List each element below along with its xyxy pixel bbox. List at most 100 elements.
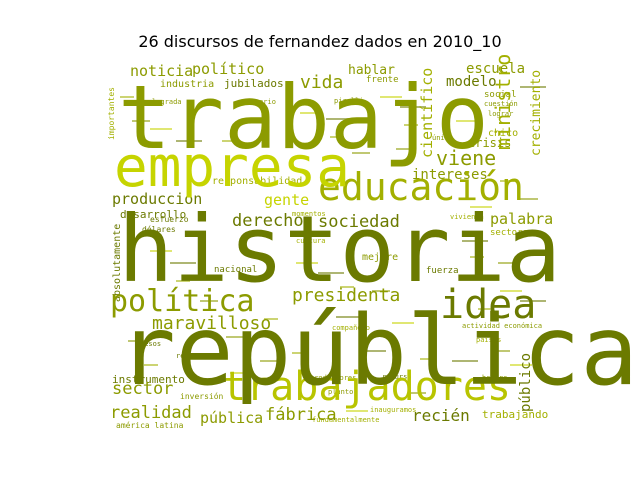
filler-word-mark [520, 300, 546, 302]
word-noticia: noticia [130, 62, 193, 80]
filler-word-mark [176, 140, 202, 142]
word-companero: compañero [332, 324, 370, 332]
word-cultura: cultura [296, 237, 326, 245]
word-maravilloso: maravilloso [152, 313, 271, 334]
word-publico: público [518, 353, 534, 412]
filler-word-mark [456, 120, 478, 122]
filler-word-mark [452, 360, 478, 362]
filler-word-mark [372, 290, 390, 292]
filler-word-mark [420, 358, 434, 360]
word-fabrica: fábrica [265, 405, 337, 425]
word-politica: política [110, 284, 255, 319]
filler-word-mark [170, 262, 196, 264]
filler-word-mark [176, 280, 190, 282]
filler-word-mark [222, 140, 236, 142]
filler-word-mark [132, 120, 150, 122]
filler-word-mark [318, 272, 344, 274]
filler-word-mark [392, 322, 414, 324]
word-vida: vida [300, 72, 343, 93]
filler-word-mark [150, 250, 172, 252]
word-realidad: realidad [110, 403, 192, 423]
word-lograr: lograr [488, 110, 513, 118]
filler-word-mark [498, 262, 516, 264]
filler-word-mark [510, 364, 532, 366]
word-unica: única [432, 134, 453, 142]
word-pirelli: pirelli [334, 97, 364, 105]
word-crecimiento: crecimiento [529, 70, 544, 156]
word-produccion: producción [112, 190, 202, 208]
word-group: pesos vivienda lograr cuestión única pirelli f… [107, 54, 638, 430]
filler-word-mark [326, 118, 352, 120]
filler-word-mark [500, 180, 514, 182]
word-trabajadores: trabajadores [222, 364, 511, 410]
filler-word-mark [340, 286, 354, 288]
word-paises: países [476, 336, 501, 344]
word-dolares: dólares [142, 224, 176, 234]
filler-word-mark [120, 96, 134, 98]
word-absolutamente: absolutamente [112, 224, 123, 302]
word-mejore: mejore [362, 252, 398, 263]
word-empresa: empresa [114, 135, 350, 200]
filler-word-mark [352, 152, 370, 154]
word-modelo: modelo [446, 74, 497, 90]
filler-word-mark [292, 352, 306, 354]
word-responsabilidad: responsabilidad [212, 176, 302, 187]
word-instrumento: instrumento [112, 373, 185, 386]
word-escuela: escuela [466, 61, 525, 77]
word-ministro: ministro [491, 54, 515, 150]
filler-word-mark [144, 364, 158, 366]
word-momentos: momentos [292, 210, 326, 218]
filler-word-mark [400, 106, 426, 108]
word-trabajando: trabajando [482, 408, 548, 421]
word-inversion: inversión [180, 391, 224, 401]
word-industria: industria [160, 79, 214, 90]
word-recurso: recurso [382, 373, 412, 381]
filler-word-mark [520, 86, 546, 88]
word-hombre: hombre [482, 374, 507, 382]
word-frente: frente [366, 75, 399, 85]
filler-word-mark [396, 148, 414, 150]
word-gente: gente [264, 191, 309, 209]
filler-word-mark [200, 300, 218, 302]
filler-word-mark [300, 112, 322, 114]
word-importantes: importantes [107, 87, 116, 140]
word-viene: viene [436, 146, 496, 170]
word-educacion: educación [318, 165, 524, 209]
filler-word-mark [200, 380, 226, 382]
filler-word-mark [150, 128, 172, 130]
word-actividad-economica: actividad económica [462, 322, 542, 330]
word-reserva: reserva [176, 352, 206, 360]
word-idea: idea [440, 282, 536, 328]
filler-word-mark [462, 240, 488, 242]
word-fundamentalmente: fundamentalmente [312, 416, 379, 424]
filler-word-mark [296, 262, 318, 264]
filler-word-mark [500, 290, 522, 292]
word-desarrollo: desarrollo [120, 208, 186, 221]
filler-word-mark [470, 256, 484, 258]
filler-word-mark [408, 392, 426, 394]
filler-word-mark [380, 96, 402, 98]
filler-word-mark [226, 336, 244, 338]
filler-word-mark [260, 360, 278, 362]
word-republica: república [118, 295, 638, 407]
word-planto: planto [328, 388, 353, 396]
word-intereses: intereses [412, 167, 488, 183]
word-publica: pública [200, 409, 263, 427]
word-sectores: sectores [490, 228, 533, 238]
filler-word-mark [264, 318, 278, 320]
word-vivienda: vivienda [450, 213, 484, 221]
filler-word-mark [230, 372, 252, 374]
filler-word-mark [492, 350, 510, 352]
chart-title: 26 discursos de fernandez dados en 2010_… [138, 32, 502, 51]
filler-word-mark [520, 198, 538, 200]
word-historia: historia [118, 196, 561, 303]
word-cuestion: cuestión [484, 100, 518, 108]
word-sociedad: sociedad [318, 212, 400, 232]
word-jubilados: jubilados [224, 77, 284, 90]
word-hablar: hablar [348, 63, 395, 78]
filler-word-mark [128, 340, 146, 342]
filler-word-mark [250, 120, 268, 122]
word-recien: recién [412, 406, 470, 425]
word-palabra: palabra [490, 210, 553, 228]
